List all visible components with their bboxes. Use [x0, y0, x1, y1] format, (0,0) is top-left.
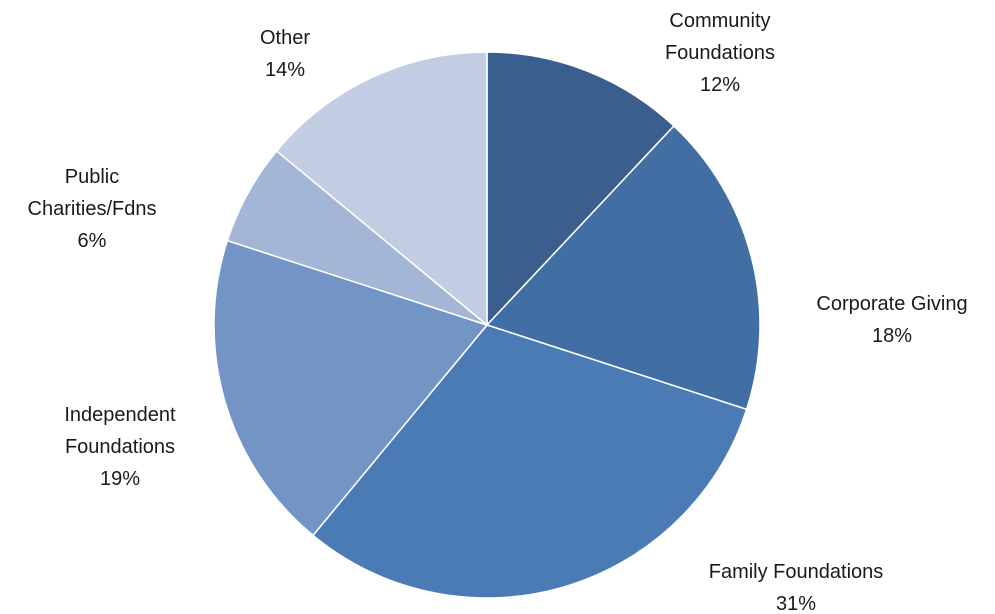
slice-category-label: Other — [260, 27, 310, 49]
slice-percent-label: 12% — [700, 74, 740, 96]
slice-percent-label: 31% — [776, 593, 816, 614]
slice-category-label: Public — [65, 166, 119, 188]
slice-category-label: Community — [669, 10, 770, 32]
pie-slice-independent-foundations — [213, 239, 489, 537]
slice-category-label: Foundations — [65, 436, 175, 458]
slice-category-label: Family Foundations — [709, 561, 884, 583]
pie-slice-other — [275, 51, 488, 327]
slice-label: Independent Foundations 19% — [64, 404, 176, 490]
slice-category-label: Independent — [64, 404, 176, 426]
pie-slice-community-foundations — [486, 51, 675, 327]
slice-label: Public Charities/Fdns 6% — [28, 166, 157, 252]
slice-category-label: Foundations — [665, 42, 775, 64]
slice-percent-label: 6% — [78, 230, 107, 252]
slice-percent-label: 14% — [265, 59, 305, 81]
slice-percent-label: 18% — [872, 325, 912, 347]
slice-label: Corporate Giving 18% — [816, 293, 967, 347]
pie-slice-family-foundations — [311, 324, 748, 599]
slice-percent-label: 19% — [100, 468, 140, 490]
slice-label: Other 14% — [260, 27, 310, 81]
slice-category-label: Charities/Fdns — [28, 198, 157, 220]
pie-labels: Community Foundations 12% Corporate Giving 1… — [28, 10, 968, 614]
pie-slice-corporate-giving — [485, 124, 761, 411]
pie-slices — [213, 51, 761, 599]
slice-label: Community Foundations 12% — [665, 10, 775, 96]
slice-category-label: Corporate Giving — [816, 293, 967, 315]
slice-label: Family Foundations 31% — [709, 561, 884, 614]
